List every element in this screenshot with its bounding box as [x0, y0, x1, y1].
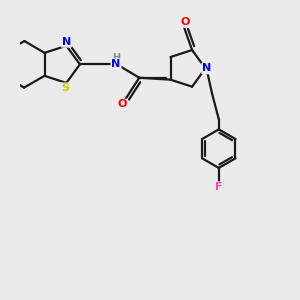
Text: N: N	[202, 63, 212, 74]
Text: H: H	[112, 53, 120, 64]
Text: N: N	[111, 59, 121, 69]
Text: N: N	[62, 37, 71, 47]
Text: F: F	[215, 182, 223, 192]
Text: O: O	[117, 100, 127, 110]
Text: O: O	[181, 17, 190, 27]
Text: S: S	[61, 83, 69, 93]
